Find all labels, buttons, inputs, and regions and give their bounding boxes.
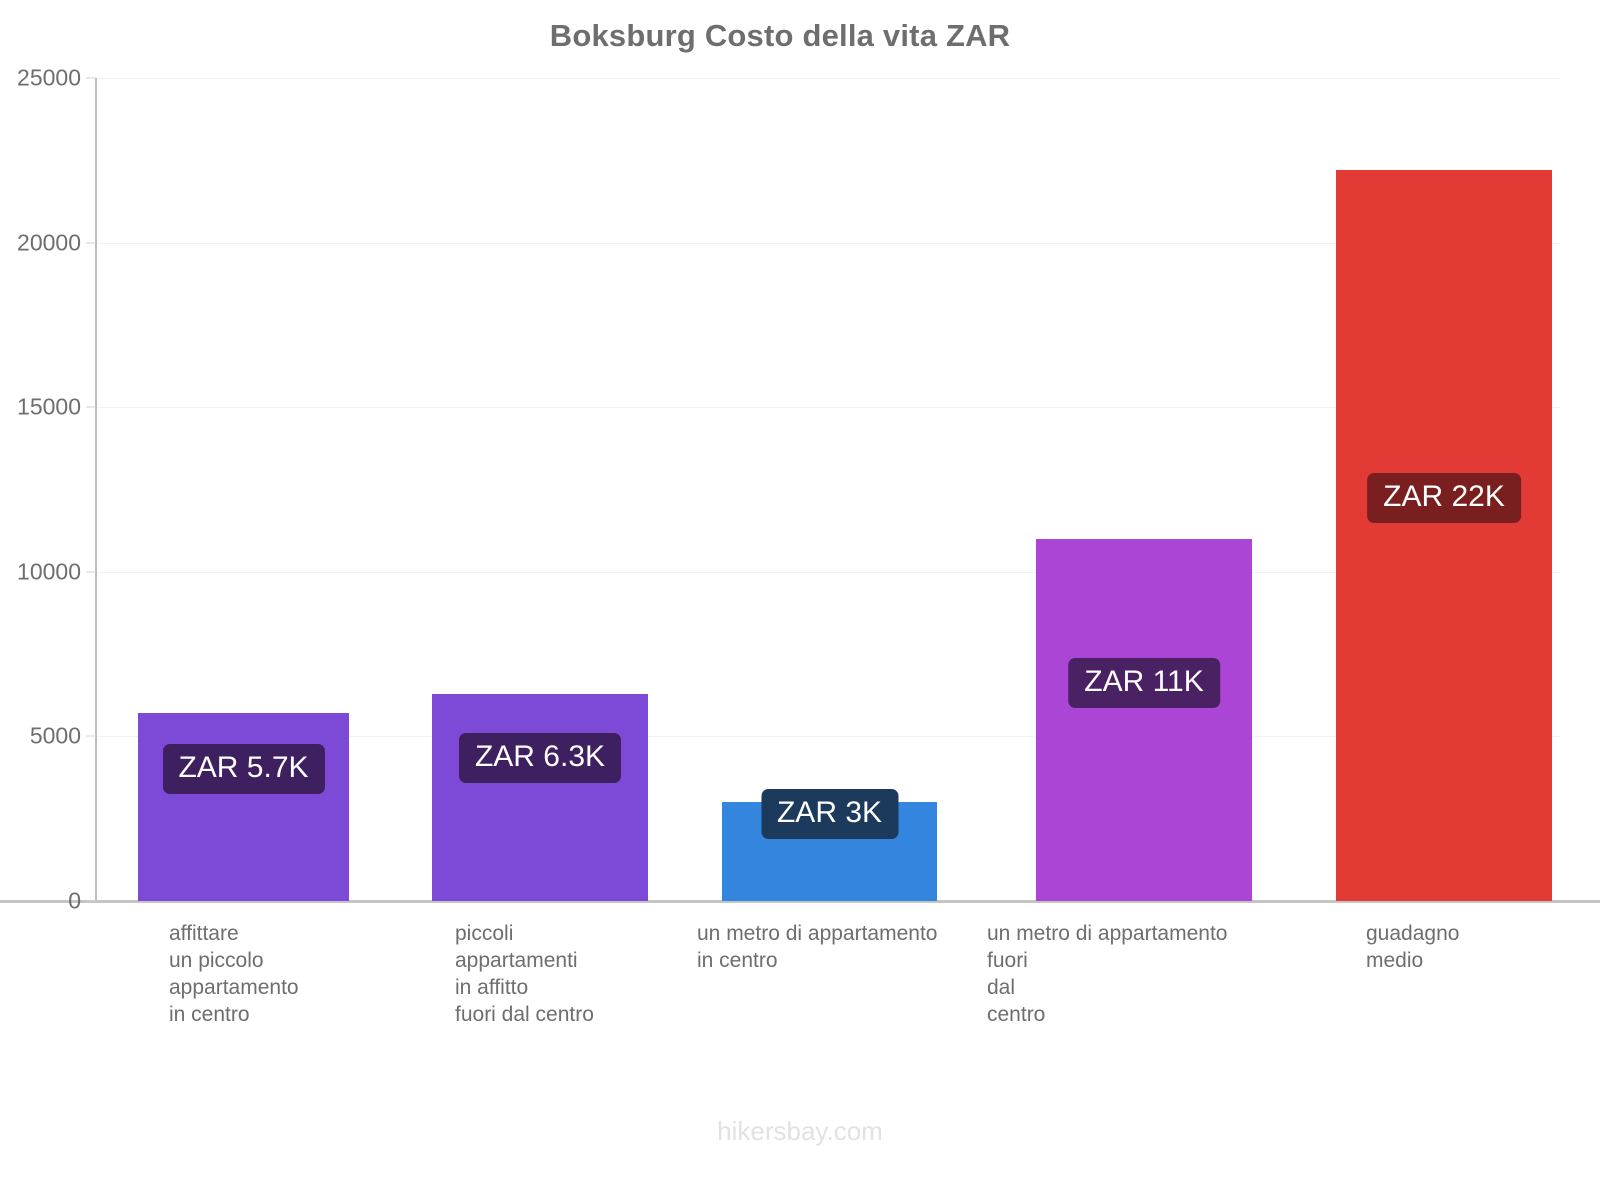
bar-1[interactable] [432,693,648,901]
plot-area [96,78,1560,901]
y-tick-label: 5000 [29,722,81,749]
gridline [96,736,1560,738]
y-tick-label: 10000 [17,558,81,585]
y-tick-mark [86,406,96,408]
gridline [96,571,1560,573]
x-category-label-4: guadagno medio [1366,922,1460,972]
bar-value-label-1: ZAR 6.3K [458,733,622,783]
bar-0[interactable] [138,713,349,901]
y-tick-label: 25000 [17,64,81,91]
bar-value-label-4: ZAR 22K [1367,473,1521,523]
y-tick-mark [86,900,96,902]
footer-watermark: hikersbay.com [717,1116,883,1146]
y-tick-mark [86,735,96,737]
x-category-label-0: affittare un piccolo appartamento in cen… [169,922,299,1026]
x-category-label-2: un metro di appartamento in centro [697,922,938,972]
bar-value-label-0: ZAR 5.7K [162,744,325,794]
y-axis-line [95,78,97,902]
x-axis-line [0,900,1600,903]
x-category-label-3: un metro di appartamento fuori dal centr… [987,922,1228,1026]
y-tick-label: 15000 [17,393,81,420]
x-category-label-1: piccoli appartamenti in affitto fuori da… [455,922,594,1026]
bar-4[interactable] [1336,170,1552,901]
bar-value-label-3: ZAR 11K [1068,658,1220,708]
gridline [96,242,1560,244]
bar-3[interactable] [1036,538,1252,901]
y-tick-mark [86,242,96,244]
chart-title: Boksburg Costo della vita ZAR [549,18,1011,53]
y-tick-mark [86,77,96,79]
y-tick-label: 0 [68,887,81,914]
y-tick-mark [86,571,96,573]
gridline [96,407,1560,409]
gridline [96,78,1560,79]
bar-value-label-2: ZAR 3K [760,789,899,839]
y-tick-label: 20000 [17,229,81,256]
